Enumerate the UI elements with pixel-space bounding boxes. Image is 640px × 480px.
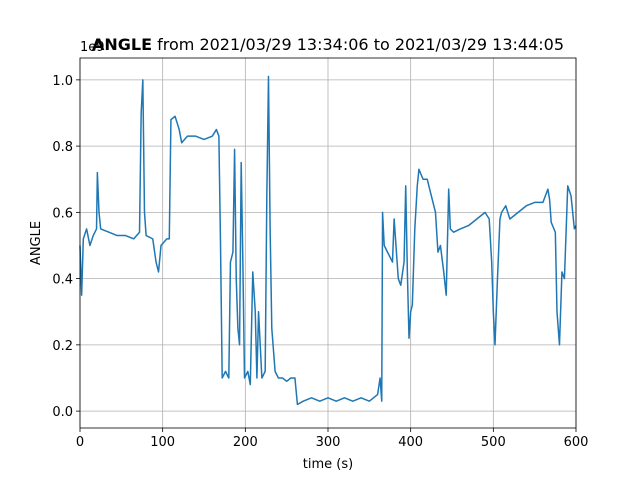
title-bold: ANGLE xyxy=(92,35,152,54)
chart-title: ANGLE from 2021/03/29 13:34:06 to 2021/0… xyxy=(92,35,564,54)
x-tick-label: 300 xyxy=(316,435,341,450)
y-tick-label: 0.6 xyxy=(52,206,73,221)
x-axis-label: time (s) xyxy=(303,457,353,472)
x-tick-label: 500 xyxy=(481,435,506,450)
title-rest: from 2021/03/29 13:34:06 to 2021/03/29 1… xyxy=(152,35,564,54)
y-tick-label: 0.8 xyxy=(52,140,73,155)
y-tick-label: 0.2 xyxy=(52,339,73,354)
x-tick-label: 200 xyxy=(233,435,258,450)
axes-frame xyxy=(79,57,577,429)
x-tick-label: 0 xyxy=(76,435,84,450)
y-tick-label: 0.0 xyxy=(52,405,73,420)
x-tick-label: 600 xyxy=(564,435,589,450)
y-offset-label: 1e9 xyxy=(80,40,105,55)
x-tick-label: 400 xyxy=(398,435,423,450)
x-tick-label: 100 xyxy=(150,435,175,450)
y-axis-label: ANGLE xyxy=(29,221,44,265)
data-line xyxy=(79,75,577,406)
y-tick-label: 0.4 xyxy=(52,273,73,288)
y-tick-label: 1.0 xyxy=(52,74,73,89)
